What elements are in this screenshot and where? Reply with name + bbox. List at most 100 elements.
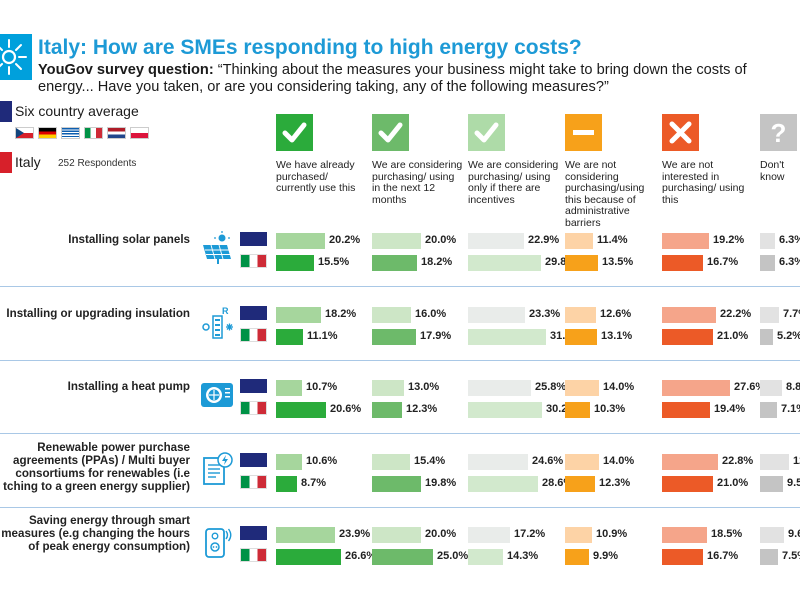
data-label: 9.6 — [788, 528, 800, 540]
data-label: 9.9% — [593, 550, 619, 562]
data-label: 5.2% — [777, 329, 800, 342]
data-label: 12 — [793, 454, 800, 467]
bar-incentives-average — [468, 527, 510, 543]
yougov-logo-icon — [0, 34, 32, 80]
bar-considering-italy — [372, 402, 402, 418]
data-label: 23.9% — [339, 528, 371, 540]
flag-poland-icon — [130, 127, 149, 139]
column-label-considering: We are considering purchasing/ using in … — [372, 159, 463, 206]
bar-incentives-average — [468, 453, 528, 470]
column-label-barriers: We are not considering purchasing/using … — [565, 159, 645, 229]
column-barriers-minus-icon — [565, 114, 602, 151]
bar-notint-italy — [662, 475, 713, 492]
data-label: 7.7% — [783, 307, 800, 320]
bar-barriers-italy — [565, 475, 595, 492]
data-label: 14.0% — [603, 454, 635, 467]
bar-dk-average — [760, 453, 789, 470]
bar-incentives-italy — [468, 402, 542, 418]
row-label: Installing a heat pump — [67, 380, 190, 393]
flag-netherlands-icon — [107, 127, 126, 139]
bar-barriers-average — [565, 380, 599, 396]
bar-notint-italy — [662, 328, 713, 345]
data-label: 20.0% — [425, 234, 457, 246]
data-label: 21.0% — [717, 329, 749, 342]
flag-italy-icon — [84, 127, 103, 139]
bar-dk-italy — [760, 328, 773, 345]
data-label: 20.6% — [330, 403, 362, 415]
question-text: “Thinking about the measures your busine… — [38, 62, 747, 95]
solar-panel-icon — [200, 231, 234, 265]
data-label: 20.0% — [425, 528, 457, 540]
bar-already-average — [276, 527, 335, 543]
data-label: 17.2% — [514, 528, 546, 540]
page-title: Italy: How are SMEs responding to high e… — [38, 36, 582, 59]
row-divider — [0, 359, 800, 361]
bar-dk-italy — [760, 402, 777, 418]
svg-text:?: ? — [771, 118, 787, 148]
respondents-count: 252 Respondents — [58, 158, 137, 169]
data-label: 18.5% — [711, 528, 743, 540]
series-marker-italy-flag-icon — [240, 327, 267, 342]
row-divider — [0, 433, 800, 434]
data-label: 18.2% — [325, 307, 357, 320]
data-label: 27.6% — [734, 381, 766, 393]
bar-considering-italy — [372, 475, 421, 492]
smart-plug-icon — [200, 525, 234, 559]
bar-barriers-average — [565, 527, 592, 543]
bar-notint-italy — [662, 255, 703, 271]
data-label: 20.2% — [329, 234, 361, 246]
bar-barriers-italy — [565, 402, 590, 418]
column-label-incentives: We are considering purchasing/ using onl… — [468, 159, 559, 206]
data-label: 14.0% — [603, 381, 635, 393]
bar-barriers-average — [565, 233, 593, 249]
column-dk-question-icon: ? — [760, 114, 797, 151]
bar-already-italy — [276, 255, 314, 271]
bar-notint-average — [662, 306, 716, 323]
data-label: 13.0% — [408, 381, 440, 393]
legend-label-italy: Italy — [15, 154, 41, 170]
data-label: 8.8% — [786, 381, 800, 393]
bar-barriers-italy — [565, 328, 597, 345]
bar-barriers-italy — [565, 549, 589, 565]
flag-greece-icon — [61, 127, 80, 139]
bar-already-average — [276, 453, 302, 470]
data-label: 6.3% — [779, 256, 800, 268]
bar-dk-italy — [760, 475, 783, 492]
bar-dk-average — [760, 233, 775, 249]
data-label: 8.7% — [301, 476, 327, 489]
bar-already-average — [276, 233, 325, 249]
flag-germany-icon — [38, 127, 57, 139]
svg-text:R: R — [222, 306, 229, 316]
row-label: Installing or upgrading insulation — [6, 306, 190, 320]
bar-incentives-italy — [468, 328, 546, 345]
bar-considering-average — [372, 527, 421, 543]
bar-considering-italy — [372, 255, 417, 271]
column-already-check-icon — [276, 114, 313, 151]
survey-question: YouGov survey question: “Thinking about … — [38, 62, 788, 96]
series-marker-italy-flag-icon — [240, 401, 267, 415]
data-label: 11.4% — [597, 234, 628, 246]
heat-pump-icon — [200, 378, 234, 412]
data-label: 9.5% — [787, 476, 800, 489]
bar-already-italy — [276, 328, 303, 345]
legend-label-average: Six country average — [15, 103, 139, 119]
data-label: 23.3% — [529, 307, 561, 320]
insulation-icon: R — [200, 305, 234, 339]
bar-notint-italy — [662, 402, 710, 418]
bar-barriers-average — [565, 306, 596, 323]
data-label: 19.2% — [713, 234, 745, 246]
data-label: 13.1% — [601, 329, 633, 342]
data-label: 11.1% — [307, 329, 338, 342]
legend-swatch-average — [0, 101, 12, 122]
series-marker-average — [240, 452, 267, 467]
data-label: 13.5% — [602, 256, 634, 268]
bar-dk-average — [760, 527, 784, 543]
bar-considering-italy — [372, 328, 416, 345]
column-label-notint: We are not interested in purchasing/ usi… — [662, 159, 745, 206]
data-label: 16.7% — [707, 550, 739, 562]
data-label: 25.8% — [535, 381, 567, 393]
data-label: 16.0% — [415, 307, 447, 320]
series-marker-average — [240, 379, 267, 393]
data-label: 17.9% — [420, 329, 452, 342]
bar-already-italy — [276, 475, 297, 492]
